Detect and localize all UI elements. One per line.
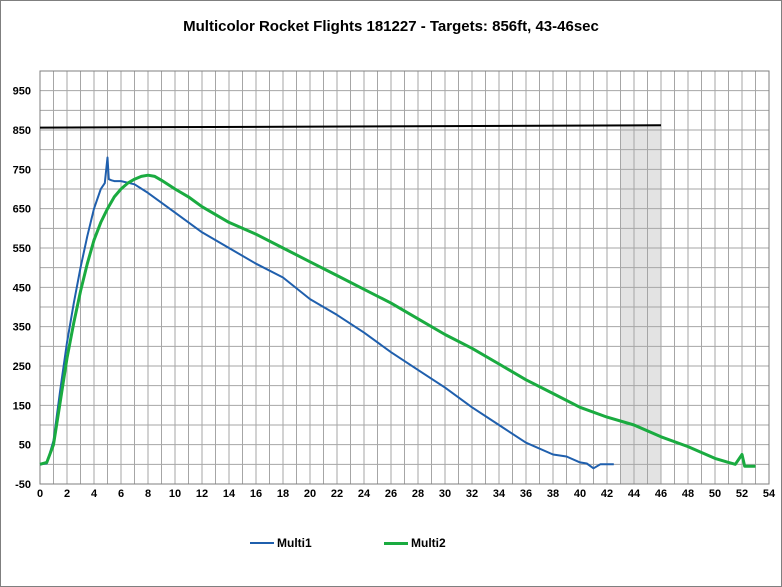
- y-tick-label: 250: [13, 361, 31, 373]
- series-line-multi1: [39, 156, 614, 470]
- legend-label-multi2: Multi2: [411, 536, 446, 550]
- target-time-band: [620, 125, 661, 484]
- x-tick-label: 18: [277, 488, 289, 500]
- y-tick-label: 450: [13, 282, 31, 294]
- x-tick-label: 54: [763, 488, 776, 500]
- x-tick-label: 34: [493, 488, 506, 500]
- y-tick-label: -50: [15, 479, 31, 491]
- x-tick-label: 26: [385, 488, 397, 500]
- x-tick-label: 48: [682, 488, 694, 500]
- x-tick-label: 2: [64, 488, 70, 500]
- target-altitude-line: [39, 124, 662, 129]
- x-tick-label: 44: [628, 488, 641, 500]
- legend: Multi1 Multi2: [0, 536, 782, 556]
- legend-label-multi1: Multi1: [277, 536, 312, 550]
- x-tick-label: 8: [145, 488, 151, 500]
- legend-swatch-multi2: [384, 541, 408, 545]
- x-tick-label: 10: [169, 488, 181, 500]
- x-tick-label: 50: [709, 488, 721, 500]
- x-tick-label: 12: [196, 488, 208, 500]
- x-tick-label: 4: [91, 488, 98, 500]
- x-tick-label: 20: [304, 488, 316, 500]
- y-tick-label: 650: [13, 204, 31, 216]
- x-tick-label: 52: [736, 488, 748, 500]
- y-tick-label: 850: [13, 125, 31, 137]
- x-tick-label: 38: [547, 488, 559, 500]
- x-tick-label: 46: [655, 488, 667, 500]
- x-tick-label: 0: [37, 488, 43, 500]
- legend-swatch-multi1: [250, 542, 274, 544]
- y-tick-label: 350: [13, 322, 31, 334]
- series-line-multi2: [39, 173, 756, 468]
- y-tick-label: 50: [19, 440, 31, 452]
- x-tick-label: 42: [601, 488, 613, 500]
- x-tick-label: 6: [118, 488, 124, 500]
- x-tick-label: 28: [412, 488, 424, 500]
- x-tick-label: 32: [466, 488, 478, 500]
- y-tick-label: 150: [13, 400, 31, 412]
- x-tick-label: 36: [520, 488, 532, 500]
- plot-border: [39, 70, 770, 485]
- chart-title: Multicolor Rocket Flights 181227 - Targe…: [183, 18, 599, 35]
- x-tick-label: 30: [439, 488, 451, 500]
- y-tick-label: 550: [13, 243, 31, 255]
- x-tick-label: 16: [250, 488, 262, 500]
- y-tick-label: 750: [13, 164, 31, 176]
- x-tick-label: 24: [358, 488, 371, 500]
- x-tick-label: 22: [331, 488, 343, 500]
- legend-item-multi1: Multi1: [250, 536, 312, 550]
- legend-item-multi2: Multi2: [384, 536, 446, 550]
- y-tick-label: 950: [13, 86, 31, 98]
- x-tick-label: 14: [223, 488, 236, 500]
- x-tick-label: 40: [574, 488, 586, 500]
